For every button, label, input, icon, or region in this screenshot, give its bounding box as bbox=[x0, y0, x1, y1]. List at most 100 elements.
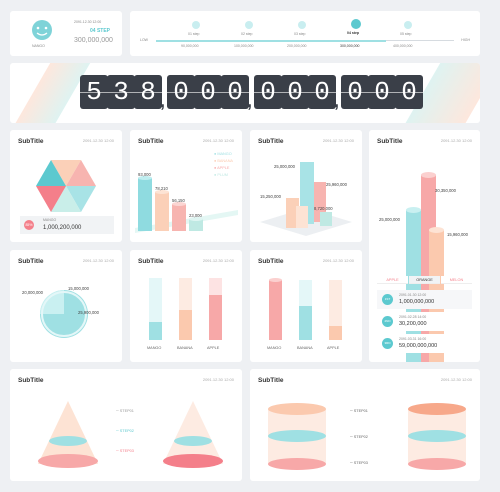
timeline-step-value: 200,000,000 bbox=[287, 44, 307, 48]
card-subtitle: SubTitle bbox=[377, 138, 403, 145]
row-bg bbox=[377, 290, 472, 309]
tube-label: APPLE bbox=[207, 346, 220, 350]
timeline-step-dot[interactable] bbox=[351, 19, 361, 29]
tube-chart bbox=[149, 278, 222, 340]
grid3d-card: SubTitle 2091.12.30 12:00 25,000,000 25,9… bbox=[250, 130, 362, 242]
legend-item: ● APPLE bbox=[214, 166, 230, 170]
cylinder-step: ─ STEP02 bbox=[350, 435, 368, 439]
cylinder-value: 25,000,000 bbox=[379, 217, 400, 222]
bar-value: 93,000 bbox=[138, 172, 151, 177]
legend-item: ● BANANA bbox=[214, 159, 233, 163]
cylinder-card: SubTitle 2091.12.30 12:00 30,350,000 25,0… bbox=[369, 130, 480, 362]
cylinder-step: ─ STEP01 bbox=[350, 409, 368, 413]
card-subtitle: SubTitle bbox=[138, 138, 164, 145]
timeline-start: LOW bbox=[140, 38, 148, 42]
cone-step: ─ STEP03 bbox=[116, 449, 134, 453]
sphere-value: 15,000,000 bbox=[68, 286, 89, 291]
tube-label: BANANA bbox=[297, 346, 313, 350]
tube-label: APPLE bbox=[327, 346, 340, 350]
counter-comma: , bbox=[334, 91, 340, 111]
counter-digit: 8 bbox=[134, 75, 162, 109]
tube-label: MANGO bbox=[267, 346, 282, 350]
timeline-step-label: 03 step bbox=[294, 32, 306, 36]
row-date: 2091.03.31 16:00 bbox=[399, 337, 427, 341]
bar3d-card: SubTitle 2091.12.30 12:00 ● MANGO ● BANAN… bbox=[130, 130, 242, 242]
timeline-step-dot[interactable] bbox=[298, 21, 306, 29]
counter-comma: , bbox=[160, 91, 166, 111]
timeline-step-value: 300,000,000 bbox=[340, 44, 360, 48]
hex-badge: 85% bbox=[24, 220, 34, 230]
legend-item: ● PLUM bbox=[214, 173, 228, 177]
timeline-step-label: 01 step bbox=[188, 32, 200, 36]
timeline-step-dot[interactable] bbox=[192, 21, 200, 29]
card-subtitle: SubTitle bbox=[18, 377, 44, 384]
row-badge: 3RD bbox=[382, 338, 393, 349]
tube-label: BANANA bbox=[177, 346, 193, 350]
row-value: 59,000,000,000 bbox=[399, 343, 438, 349]
hex-info-box bbox=[20, 216, 114, 234]
grid3d-chart bbox=[260, 162, 352, 236]
counter-digit: 0 bbox=[221, 75, 249, 109]
card-subtitle: SubTitle bbox=[18, 258, 44, 265]
grid-value: 15,250,000 bbox=[260, 194, 281, 199]
row-badge: 2ND bbox=[382, 316, 393, 327]
card-subtitle: SubTitle bbox=[258, 258, 284, 265]
hex-value: 1,000,200,000 bbox=[43, 225, 82, 231]
bar3d-chart bbox=[135, 176, 238, 233]
grid-value: 25,960,000 bbox=[326, 182, 347, 187]
cone-card: SubTitle 2091.12.30 12:00 ─ STEP01 ─ STE… bbox=[10, 369, 242, 481]
summary-caption: NANGO bbox=[32, 44, 45, 48]
sphere-card: SubTitle 2091.12.30 12:00 20,000,000 15,0… bbox=[10, 250, 122, 362]
card-subtitle: SubTitle bbox=[258, 377, 284, 384]
card-date: 2091.12.30 12:00 bbox=[322, 138, 354, 143]
card-date: 2091.12.30 12:00 bbox=[440, 138, 472, 143]
timeline-step-label: 04 step bbox=[347, 31, 360, 35]
timeline-step-label: 05 step bbox=[400, 32, 412, 36]
cylinder-value: 30,350,000 bbox=[435, 188, 456, 193]
row-bg bbox=[377, 312, 472, 331]
cylinder-value: 15,960,000 bbox=[447, 232, 468, 237]
tab-melon[interactable]: MELON bbox=[441, 276, 472, 284]
card-subtitle: SubTitle bbox=[138, 258, 164, 265]
summary-amount: 300,000,000 bbox=[74, 37, 113, 44]
cylinder-stack-card: SubTitle 2091.12.30 12:00 ─ STEP01 ─ STEP… bbox=[250, 369, 480, 481]
bar-value: 56,150 bbox=[172, 198, 185, 203]
sphere-value: 25,900,000 bbox=[78, 310, 99, 315]
hexagon-chart bbox=[36, 160, 96, 212]
bar-value: 78,210 bbox=[155, 186, 168, 191]
cone-step: ─ STEP01 bbox=[116, 409, 134, 413]
timeline-step-value: 90,000,000 bbox=[181, 44, 199, 48]
tab-apple[interactable]: APPLE bbox=[377, 276, 408, 284]
card-date: 2091.12.30 12:00 bbox=[202, 377, 234, 382]
timeline-step-label: 02 step bbox=[241, 32, 253, 36]
timeline-step-dot[interactable] bbox=[245, 21, 253, 29]
row-badge: 1ST bbox=[382, 294, 393, 305]
counter-digit: 0 bbox=[368, 75, 396, 109]
card-date: 2091.12.30 12:00 bbox=[440, 377, 472, 382]
row-value: 1,000,000,000 bbox=[399, 299, 435, 305]
row-date: 2091.01.30 12:00 bbox=[399, 293, 427, 297]
card-subtitle: SubTitle bbox=[258, 138, 284, 145]
counter-digit: 0 bbox=[194, 75, 222, 109]
grid-value: 8,720,000 bbox=[314, 206, 333, 211]
row-bg bbox=[377, 334, 472, 353]
summary-date: 2091.12.30 12:00 bbox=[74, 20, 102, 24]
cylinder-stack-chart bbox=[268, 403, 466, 470]
counter-digit: 0 bbox=[308, 75, 336, 109]
counter-comma: , bbox=[247, 91, 253, 111]
tab-orange[interactable]: ORANGE bbox=[409, 276, 440, 284]
hexagon-card: SubTitle 2091.12.30 12:00 85% MANGO 1,00… bbox=[10, 130, 122, 242]
timeline-card: LOW HIGH 01 step 90,000,000 02 step 100,000… bbox=[130, 11, 480, 56]
timeline-step-dot[interactable] bbox=[404, 21, 412, 29]
timeline-step-value: 400,000,000 bbox=[393, 44, 413, 48]
timeline-progress bbox=[156, 39, 386, 42]
summary-step: 04 STEP bbox=[90, 28, 111, 34]
tube-chart-2 bbox=[269, 278, 342, 340]
counter-digit: 0 bbox=[341, 75, 369, 109]
cone-chart bbox=[38, 401, 223, 468]
counter-digit: 0 bbox=[395, 75, 423, 109]
timeline-step-value: 100,000,000 bbox=[234, 44, 254, 48]
counter-digit: 0 bbox=[281, 75, 309, 109]
tube-card: SubTitle 2091.12.30 12:00 MANGO BANANA APP… bbox=[130, 250, 242, 362]
